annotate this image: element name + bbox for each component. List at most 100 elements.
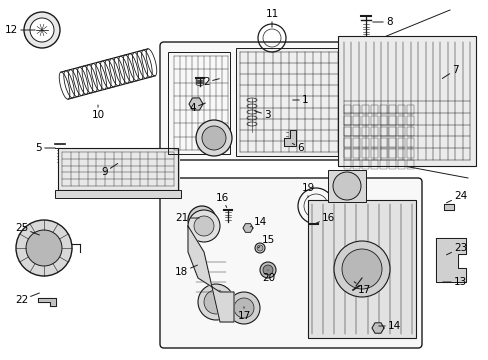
Bar xyxy=(343,116,350,125)
Text: 10: 10 xyxy=(91,105,104,120)
FancyBboxPatch shape xyxy=(160,42,371,160)
Bar xyxy=(337,36,475,166)
Bar xyxy=(361,127,368,136)
Circle shape xyxy=(24,12,60,48)
Text: 21: 21 xyxy=(174,213,199,223)
Circle shape xyxy=(196,120,231,156)
Bar xyxy=(406,127,413,136)
Text: 18: 18 xyxy=(174,265,197,277)
Bar xyxy=(352,138,359,147)
Text: 8: 8 xyxy=(372,17,392,27)
Bar xyxy=(388,138,395,147)
Text: 20: 20 xyxy=(262,270,275,283)
Text: 22: 22 xyxy=(15,293,40,305)
Circle shape xyxy=(263,265,272,275)
Bar xyxy=(361,105,368,114)
Circle shape xyxy=(187,206,216,234)
Text: 11: 11 xyxy=(265,9,278,27)
Text: 7: 7 xyxy=(442,65,458,78)
Bar xyxy=(361,149,368,158)
Circle shape xyxy=(26,230,62,266)
Text: 25: 25 xyxy=(15,223,40,235)
Polygon shape xyxy=(243,224,252,232)
Circle shape xyxy=(254,243,264,253)
Circle shape xyxy=(193,211,210,229)
Bar xyxy=(406,116,413,125)
Bar xyxy=(388,127,395,136)
Text: 2: 2 xyxy=(203,77,219,87)
Bar xyxy=(343,149,350,158)
Bar xyxy=(361,160,368,169)
Bar xyxy=(370,149,377,158)
Polygon shape xyxy=(38,298,56,306)
Bar xyxy=(397,127,404,136)
Bar xyxy=(397,138,404,147)
Text: 5: 5 xyxy=(35,143,55,153)
Circle shape xyxy=(332,172,360,200)
Polygon shape xyxy=(443,204,453,210)
Text: 6: 6 xyxy=(292,143,303,153)
Bar xyxy=(343,127,350,136)
Text: 17: 17 xyxy=(353,282,370,295)
Bar xyxy=(379,149,386,158)
Text: 15: 15 xyxy=(258,235,275,248)
Polygon shape xyxy=(189,98,203,110)
Bar xyxy=(397,160,404,169)
Bar xyxy=(379,160,386,169)
Bar xyxy=(307,200,415,338)
Bar xyxy=(379,105,386,114)
Bar xyxy=(388,105,395,114)
Text: 13: 13 xyxy=(442,277,467,287)
Bar xyxy=(60,150,180,192)
Text: 24: 24 xyxy=(446,191,467,203)
Bar xyxy=(406,149,413,158)
Bar xyxy=(397,149,404,158)
Circle shape xyxy=(16,220,72,276)
Bar xyxy=(361,138,368,147)
Bar xyxy=(236,48,365,156)
Bar xyxy=(343,105,350,114)
Text: 17: 17 xyxy=(237,307,250,321)
Bar xyxy=(388,160,395,169)
Circle shape xyxy=(333,241,389,297)
Text: 3: 3 xyxy=(254,110,270,120)
Bar xyxy=(370,127,377,136)
Polygon shape xyxy=(371,323,383,333)
Text: 14: 14 xyxy=(378,321,401,331)
Bar xyxy=(379,138,386,147)
Bar xyxy=(352,127,359,136)
Bar xyxy=(370,105,377,114)
Bar xyxy=(370,160,377,169)
Bar xyxy=(58,148,178,190)
Bar xyxy=(168,52,229,154)
Circle shape xyxy=(202,126,225,150)
Circle shape xyxy=(234,298,253,318)
Bar xyxy=(361,116,368,125)
FancyBboxPatch shape xyxy=(160,178,421,348)
Circle shape xyxy=(198,284,234,320)
Text: 19: 19 xyxy=(301,183,314,197)
Text: 14: 14 xyxy=(250,217,267,227)
Bar xyxy=(343,160,350,169)
Bar xyxy=(370,138,377,147)
Bar xyxy=(370,116,377,125)
Polygon shape xyxy=(187,226,234,322)
Bar xyxy=(352,116,359,125)
Bar xyxy=(352,105,359,114)
Text: 12: 12 xyxy=(5,25,35,35)
Bar xyxy=(327,170,365,202)
Bar xyxy=(379,127,386,136)
Circle shape xyxy=(341,249,381,289)
Circle shape xyxy=(203,290,227,314)
Text: 1: 1 xyxy=(292,95,308,105)
Circle shape xyxy=(227,292,260,324)
Bar xyxy=(406,138,413,147)
Bar xyxy=(379,116,386,125)
Bar xyxy=(388,149,395,158)
Polygon shape xyxy=(435,238,465,282)
Text: 4: 4 xyxy=(189,103,205,113)
Text: 16: 16 xyxy=(215,193,228,207)
Circle shape xyxy=(194,216,214,236)
Circle shape xyxy=(30,18,54,42)
Text: 16: 16 xyxy=(316,213,335,223)
